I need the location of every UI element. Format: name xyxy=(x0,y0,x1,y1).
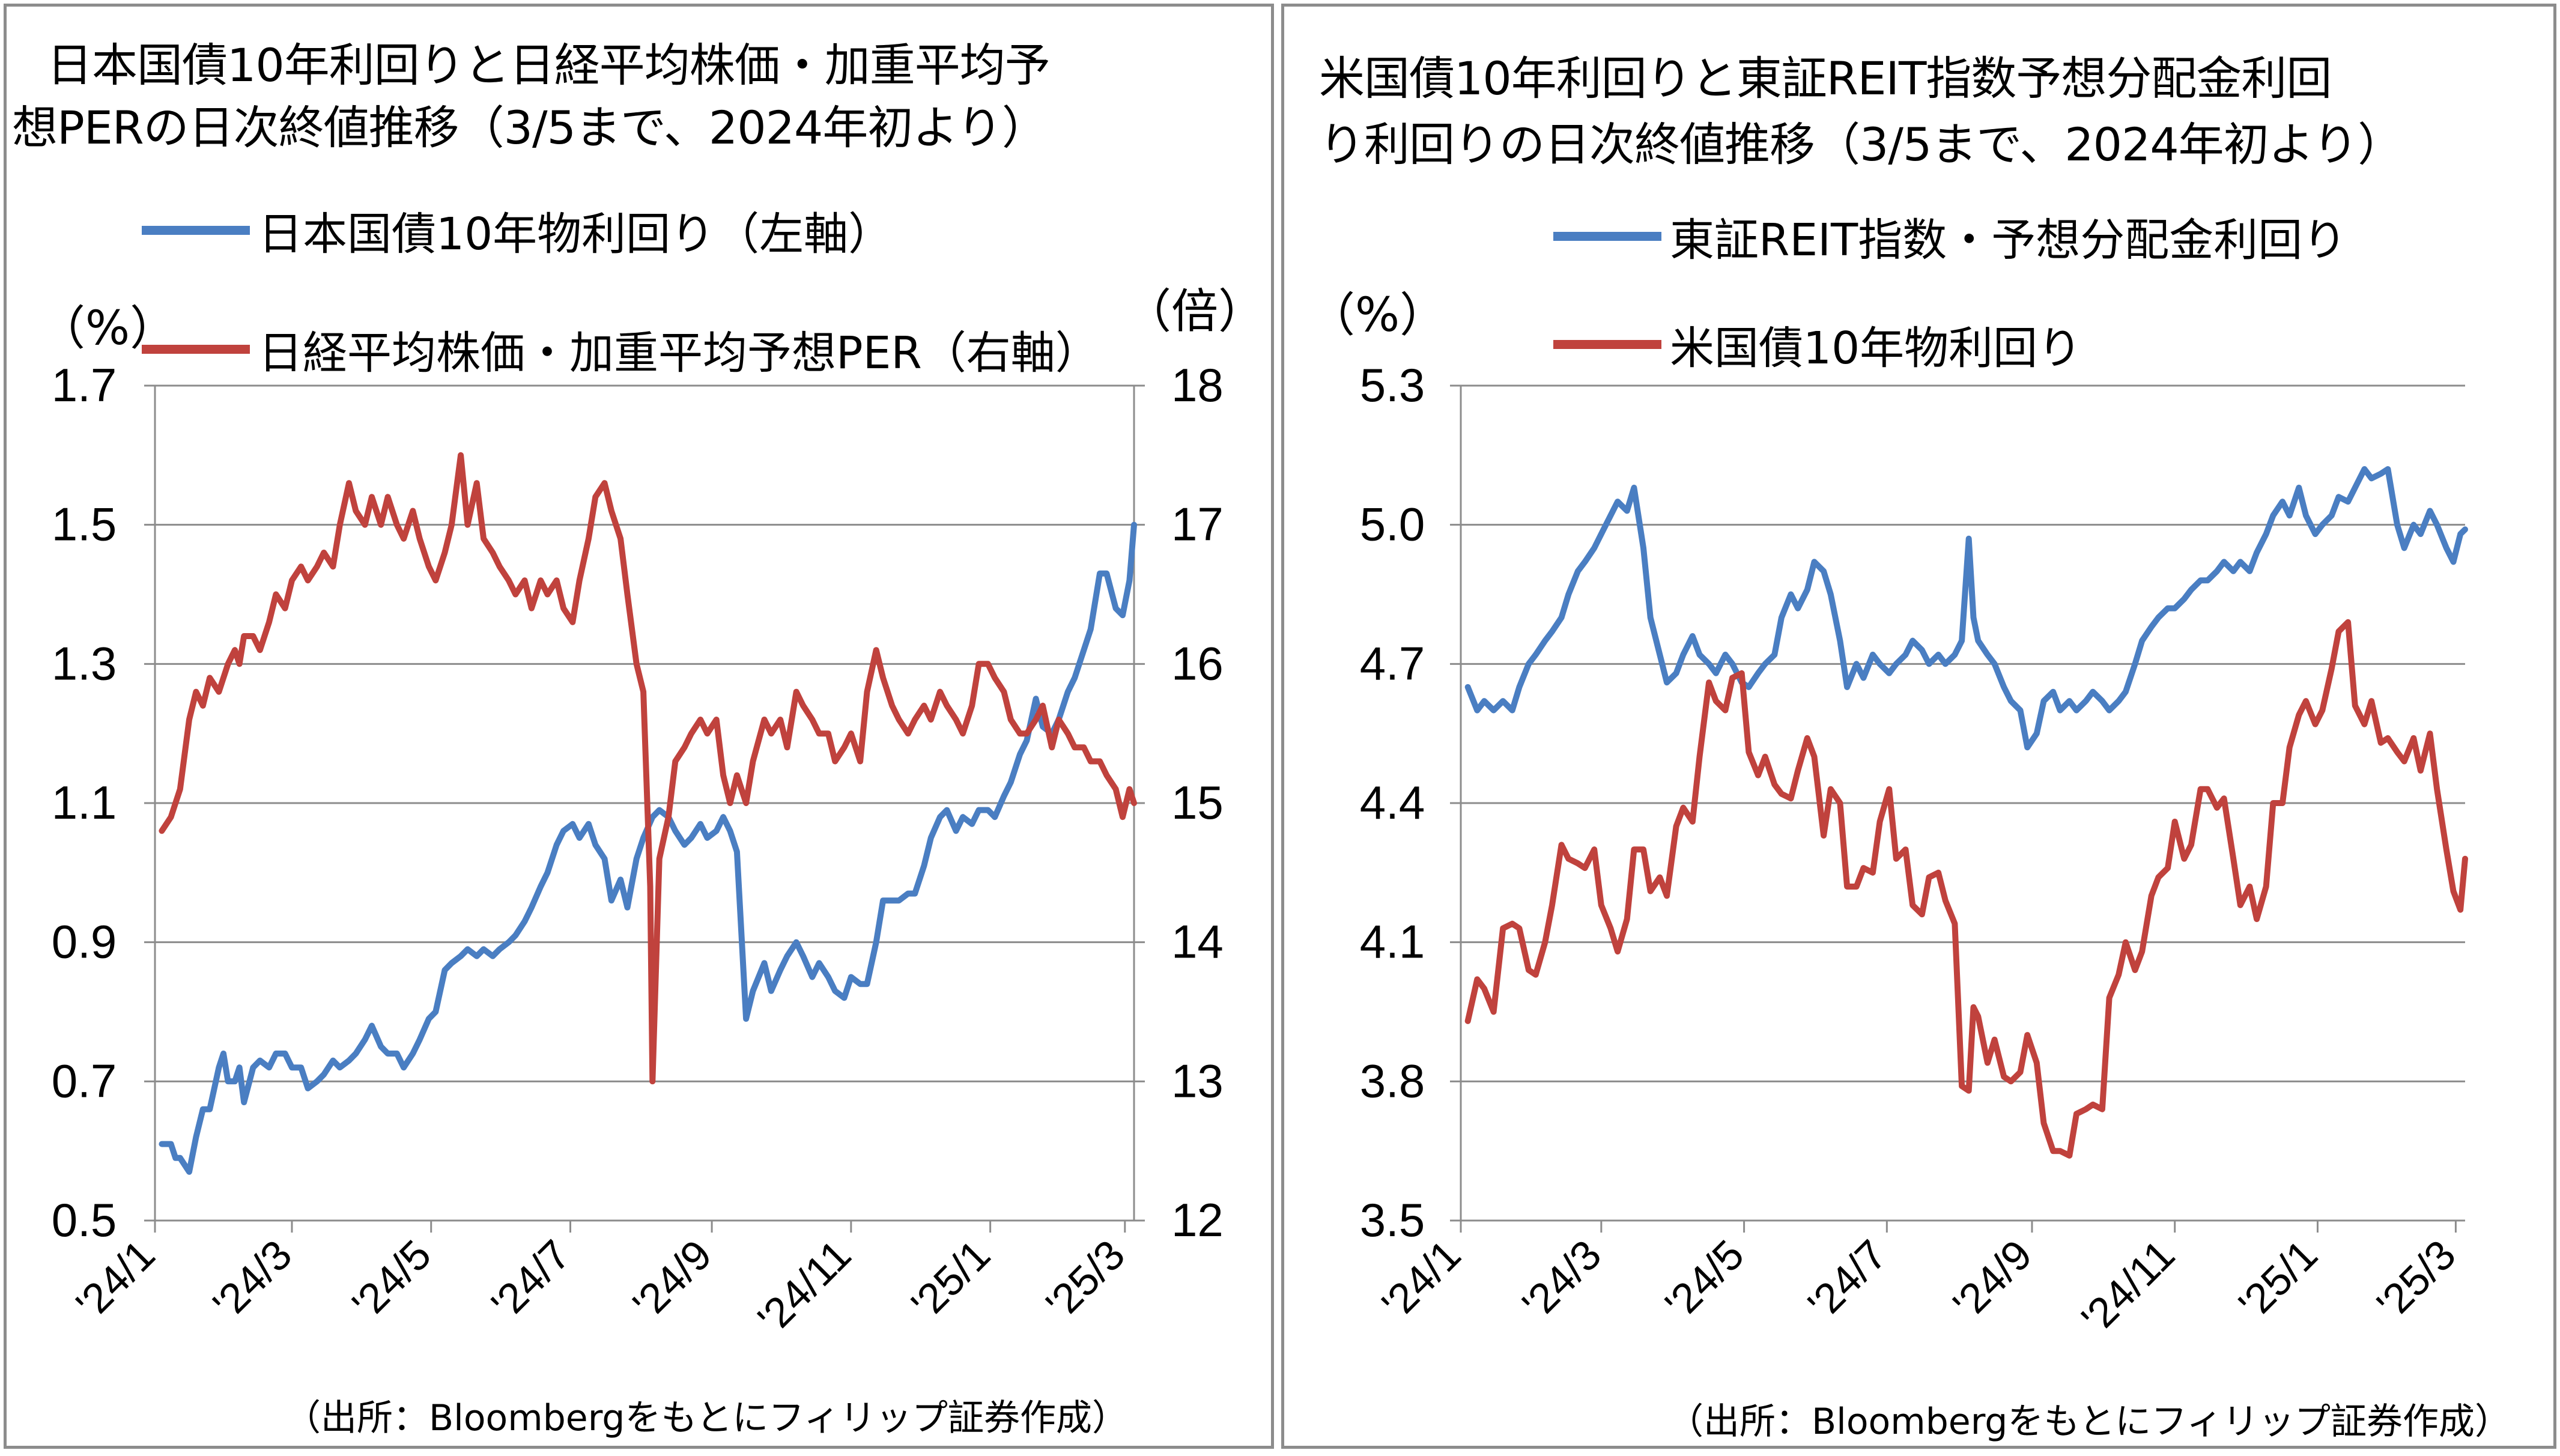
y-tick-label-right: 18 xyxy=(1171,359,1224,411)
y-tick-label-left: 5.0 xyxy=(1360,498,1425,551)
y-tick-label-left: 4.4 xyxy=(1360,776,1425,829)
series-line-red xyxy=(159,452,1137,1085)
legend-label-ust: 米国債10年物利回り xyxy=(1670,323,2082,374)
y-tick-label-left: 4.1 xyxy=(1360,915,1425,968)
x-tick-label: '24/3 xyxy=(204,1231,301,1327)
x-tick-label: '24/11 xyxy=(749,1231,860,1342)
y-tick-label-left: 5.3 xyxy=(1360,359,1425,411)
y-tick-label-left: 0.7 xyxy=(52,1054,117,1107)
x-tick-label: '24/7 xyxy=(482,1231,579,1327)
legend-swatch-red xyxy=(1553,340,1661,349)
source-note: （出所：Bloombergをもとにフィリップ証券作成） xyxy=(285,1397,1128,1439)
legend-label-nikkei-per: 日経平均株価・加重平均予想PER（右軸） xyxy=(258,327,1100,379)
right-axis-unit: （倍） xyxy=(1124,285,1266,339)
y-tick-label-right: 14 xyxy=(1171,915,1224,968)
legend-label-reit-yield: 東証REIT指数・予想分配金利回り xyxy=(1670,214,2347,266)
x-tick-label: '24/9 xyxy=(1944,1231,2041,1327)
x-tick-label: '25/3 xyxy=(1037,1231,1133,1327)
legend-item-ust: 米国債10年物利回り xyxy=(1553,312,2082,377)
x-tick-label: '24/9 xyxy=(624,1231,721,1327)
y-tick-label-left: 3.8 xyxy=(1360,1054,1425,1107)
legend-label-jgb: 日本国債10年物利回り（左軸） xyxy=(258,208,893,260)
legend-swatch-red xyxy=(142,345,250,354)
legend-item-jgb: 日本国債10年物利回り（左軸） xyxy=(142,198,893,262)
y-tick-label-right: 16 xyxy=(1171,637,1224,690)
x-tick-label: '25/3 xyxy=(2368,1231,2464,1327)
series-line-blue xyxy=(1464,466,2468,751)
x-tick-label: '24/5 xyxy=(343,1231,440,1327)
y-tick-label-right: 12 xyxy=(1171,1194,1224,1246)
left-axis-unit: （%） xyxy=(1308,288,1447,342)
source-note: （出所：Bloombergをもとにフィリップ証券作成） xyxy=(1667,1401,2511,1443)
x-tick-label: '24/7 xyxy=(1799,1231,1896,1327)
series-line-red xyxy=(1464,619,2468,1159)
chart-panel-ust-reit xyxy=(1281,4,2556,1449)
series-line-blue xyxy=(159,521,1137,1175)
x-tick-label: '24/11 xyxy=(2073,1231,2184,1342)
y-tick-label-right: 15 xyxy=(1171,776,1224,829)
legend-swatch-blue xyxy=(1553,232,1661,241)
y-tick-label-left: 4.7 xyxy=(1360,637,1425,690)
chart-title-line2: り利回りの日次終値推移（3/5まで、2024年初より） xyxy=(1319,118,2403,171)
y-tick-label-left: 1.3 xyxy=(52,637,117,690)
y-tick-label-left: 3.5 xyxy=(1360,1194,1425,1246)
y-tick-label-left: 1.1 xyxy=(52,776,117,829)
y-tick-label-left: 0.5 xyxy=(52,1194,117,1246)
y-tick-label-right: 13 xyxy=(1171,1054,1224,1107)
legend-swatch-blue xyxy=(142,226,250,235)
legend-item-nikkei-per: 日経平均株価・加重平均予想PER（右軸） xyxy=(142,317,1100,381)
y-tick-label-left: 0.9 xyxy=(52,915,117,968)
chart-title-line1: 日本国債10年利回りと日経平均株価・加重平均予 xyxy=(47,38,1051,92)
y-tick-label-left: 1.5 xyxy=(52,498,117,551)
x-tick-label: '25/1 xyxy=(902,1231,999,1327)
x-tick-label: '24/5 xyxy=(1656,1231,1753,1327)
x-tick-label: '25/1 xyxy=(2230,1231,2326,1327)
chart-title-line2: 想PERの日次終値推移（3/5まで、2024年初より） xyxy=(12,101,1048,154)
x-tick-label: '24/3 xyxy=(1514,1231,1610,1327)
y-tick-label-right: 17 xyxy=(1171,498,1224,551)
left-axis-unit: （%） xyxy=(38,302,177,356)
chart-title-line1: 米国債10年利回りと東証REIT指数予想分配金利回 xyxy=(1319,52,2332,105)
y-tick-label-left: 1.7 xyxy=(52,359,117,411)
legend-item-reit-yield: 東証REIT指数・予想分配金利回り xyxy=(1553,204,2347,268)
